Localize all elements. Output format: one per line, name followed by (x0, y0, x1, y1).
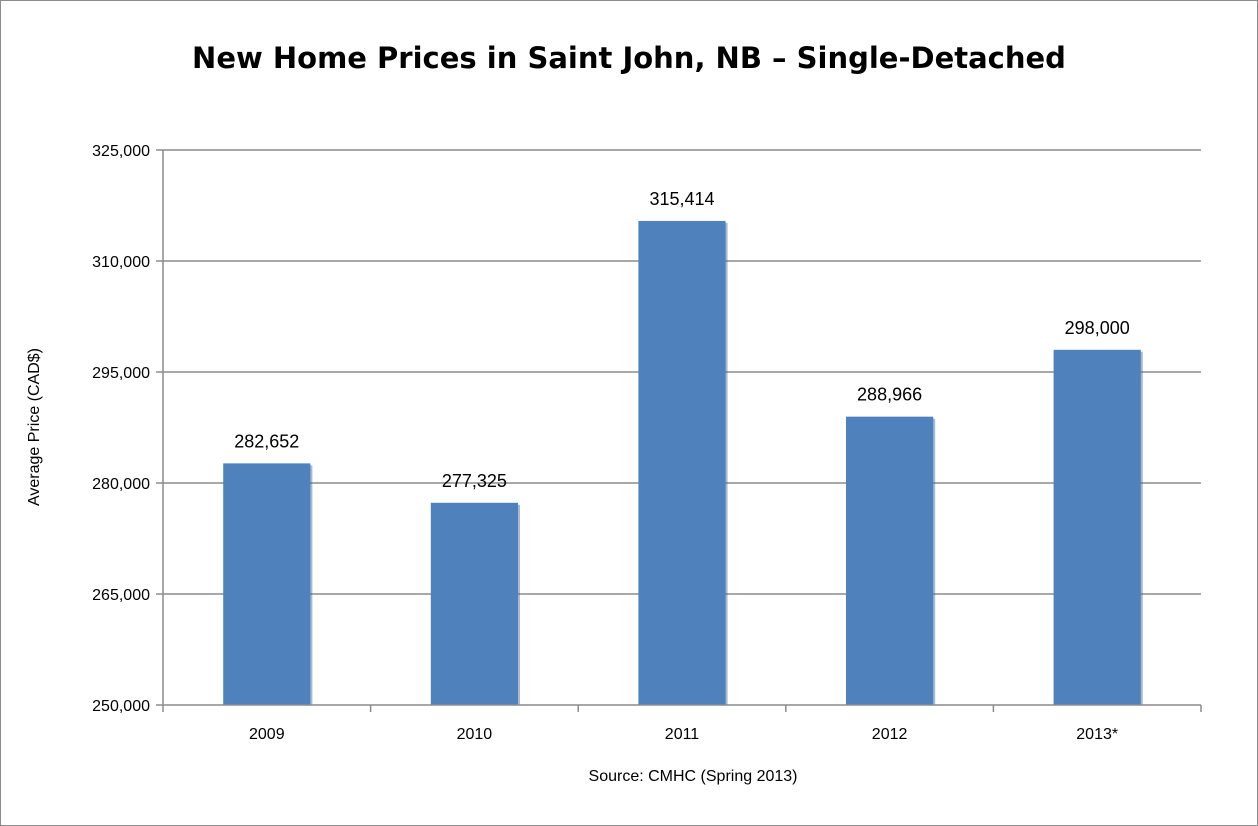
x-tick-label: 2011 (665, 726, 700, 743)
y-tick-label: 295,000 (92, 365, 150, 382)
data-label: 288,966 (857, 385, 922, 405)
data-label: 282,652 (234, 431, 299, 451)
bar-2011 (638, 220, 726, 705)
x-tick-label: 2012 (872, 726, 908, 743)
data-label: 315,414 (649, 189, 714, 209)
bars (223, 220, 1143, 705)
x-tick-label: 2009 (249, 726, 285, 743)
y-axis-title: Average Price (CAD$) (26, 348, 43, 506)
x-axis: 2009 2010 2011 2012 2013* (162, 704, 1202, 743)
y-axis: 250,000 265,000 280,000 295,000 310,000 325,0… (92, 143, 164, 715)
source-note: Source: CMHC (Spring 2013) (589, 768, 798, 785)
data-label: 298,000 (1065, 318, 1130, 338)
data-label: 277,325 (442, 471, 507, 491)
chart-title: New Home Prices in Saint John, NB – Sing… (192, 41, 1066, 75)
bar-2009 (223, 463, 311, 705)
x-tick-label: 2013* (1076, 726, 1118, 743)
x-tick-label: 2010 (457, 726, 493, 743)
bar-2013 (1053, 349, 1141, 705)
y-tick-label: 250,000 (92, 698, 150, 715)
y-tick-label: 325,000 (92, 143, 150, 160)
data-labels: 282,652 277,325 315,414 288,966 298,000 (234, 189, 1129, 491)
y-tick-label: 310,000 (92, 254, 150, 271)
bar-2012 (846, 416, 934, 705)
y-tick-label: 265,000 (92, 587, 150, 604)
y-tick-label: 280,000 (92, 476, 150, 493)
bar-2010 (430, 502, 518, 705)
